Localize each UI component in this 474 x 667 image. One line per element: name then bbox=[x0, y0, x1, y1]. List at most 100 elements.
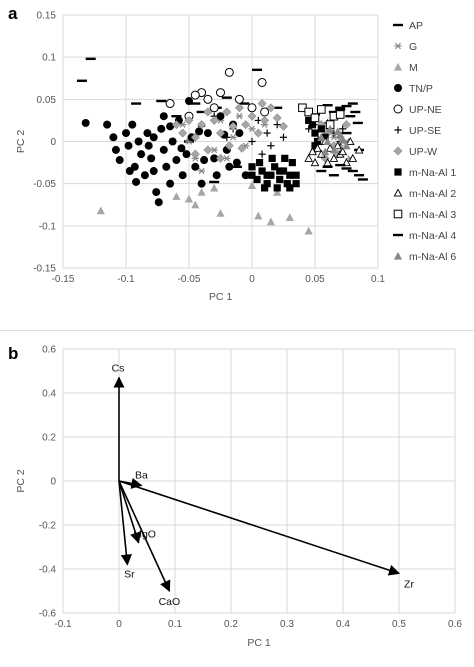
y-tick-label: 0 bbox=[50, 477, 56, 488]
data-point bbox=[322, 104, 333, 107]
legend-label: AP bbox=[409, 20, 423, 32]
data-point bbox=[311, 142, 319, 150]
y-tick-label: -0.05 bbox=[33, 179, 56, 190]
data-point bbox=[203, 145, 213, 155]
y-tick-label: -0.1 bbox=[39, 221, 57, 232]
data-point bbox=[310, 158, 320, 167]
data-point bbox=[247, 181, 257, 189]
data-point bbox=[263, 180, 271, 188]
data-point bbox=[215, 153, 226, 163]
data-point bbox=[316, 169, 327, 173]
vector-label-cs: Cs bbox=[112, 363, 125, 375]
data-point bbox=[152, 188, 161, 197]
data-point bbox=[235, 129, 244, 138]
data-point bbox=[333, 127, 342, 135]
data-point bbox=[210, 154, 219, 163]
data-point bbox=[168, 137, 177, 146]
gridlines bbox=[62, 14, 379, 269]
x-axis-title: PC 1 bbox=[247, 637, 271, 649]
x-tick-label: -0.15 bbox=[52, 274, 75, 285]
data-point bbox=[305, 116, 313, 125]
x-tick-label: -0.1 bbox=[117, 274, 135, 285]
data-point bbox=[222, 107, 232, 117]
legend-item: m-Na-Al 6 bbox=[393, 251, 456, 263]
data-point bbox=[248, 125, 256, 133]
data-point bbox=[335, 110, 345, 119]
x-tick-label: 0.1 bbox=[168, 619, 182, 630]
data-point bbox=[257, 77, 267, 87]
data-point bbox=[231, 165, 242, 168]
legend-marker bbox=[393, 209, 403, 219]
data-point bbox=[209, 115, 219, 125]
data-point bbox=[338, 147, 348, 156]
data-point bbox=[281, 154, 289, 162]
data-point bbox=[248, 171, 256, 179]
data-point bbox=[156, 99, 167, 103]
data-point bbox=[190, 90, 200, 100]
data-point bbox=[143, 129, 152, 138]
data-point bbox=[260, 115, 270, 125]
legend-label: m-Na-Al 6 bbox=[409, 251, 456, 263]
gridlines bbox=[62, 348, 456, 614]
data-point bbox=[178, 171, 187, 180]
legend-marker bbox=[394, 84, 402, 92]
data-point bbox=[253, 175, 261, 184]
data-point bbox=[103, 120, 112, 129]
x-tick-label: 0.5 bbox=[392, 619, 406, 630]
panel-label-b: b bbox=[8, 344, 19, 363]
data-point bbox=[111, 145, 120, 154]
legend-label: m-Na-Al 3 bbox=[409, 209, 456, 221]
data-point bbox=[317, 105, 326, 114]
legend-item: TN/P bbox=[394, 83, 433, 95]
legend-label: m-Na-Al 1 bbox=[409, 167, 456, 179]
data-point bbox=[341, 131, 352, 135]
data-point bbox=[347, 169, 358, 173]
vector-arrow-cao bbox=[118, 480, 171, 593]
data-point bbox=[266, 217, 275, 226]
data-point bbox=[131, 102, 142, 105]
data-point bbox=[263, 171, 271, 179]
x-tick-label: 0.1 bbox=[371, 274, 385, 285]
data-point bbox=[178, 128, 188, 138]
data-point bbox=[357, 178, 368, 181]
data-point bbox=[234, 94, 244, 104]
data-point bbox=[198, 167, 206, 175]
legend-label: m-Na-Al 2 bbox=[409, 188, 456, 200]
data-point bbox=[308, 147, 317, 156]
data-point bbox=[203, 94, 213, 104]
data-point bbox=[115, 156, 124, 165]
data-point bbox=[162, 162, 171, 171]
data-point bbox=[203, 129, 212, 138]
legend: AP GM TN/P UP-NE UP-SE UP-W m-Na-Al 1 m-Na-Al 2… bbox=[393, 20, 456, 263]
data-point bbox=[190, 102, 201, 105]
data-point bbox=[224, 141, 234, 151]
data-point bbox=[320, 147, 330, 156]
data-point bbox=[248, 137, 256, 146]
legend-label: TN/P bbox=[409, 83, 433, 95]
data-point bbox=[166, 122, 175, 131]
data-point bbox=[304, 153, 314, 162]
vector-arrow-sr bbox=[118, 480, 132, 566]
data-point bbox=[210, 183, 219, 192]
data-point bbox=[258, 167, 266, 175]
data-point bbox=[185, 97, 193, 106]
data-point bbox=[166, 179, 175, 188]
data-point bbox=[172, 192, 181, 200]
data-point bbox=[313, 137, 322, 146]
legend-item: UP-NE bbox=[393, 104, 442, 116]
data-point bbox=[292, 171, 300, 179]
panel-divider bbox=[0, 330, 474, 331]
data-point bbox=[272, 106, 283, 109]
data-point bbox=[267, 171, 275, 179]
data-point bbox=[197, 188, 206, 196]
y-tick-label: 0.15 bbox=[37, 11, 57, 22]
data-point bbox=[76, 79, 87, 82]
data-point bbox=[184, 194, 194, 203]
panel-label-a: a bbox=[8, 4, 18, 23]
data-point bbox=[221, 96, 232, 99]
data-point bbox=[149, 133, 158, 142]
data-point bbox=[341, 167, 352, 170]
legend-marker bbox=[393, 62, 403, 71]
legend-marker bbox=[393, 146, 403, 156]
data-point bbox=[308, 121, 317, 129]
